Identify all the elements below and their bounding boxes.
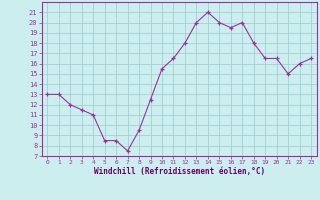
X-axis label: Windchill (Refroidissement éolien,°C): Windchill (Refroidissement éolien,°C) (94, 167, 265, 176)
